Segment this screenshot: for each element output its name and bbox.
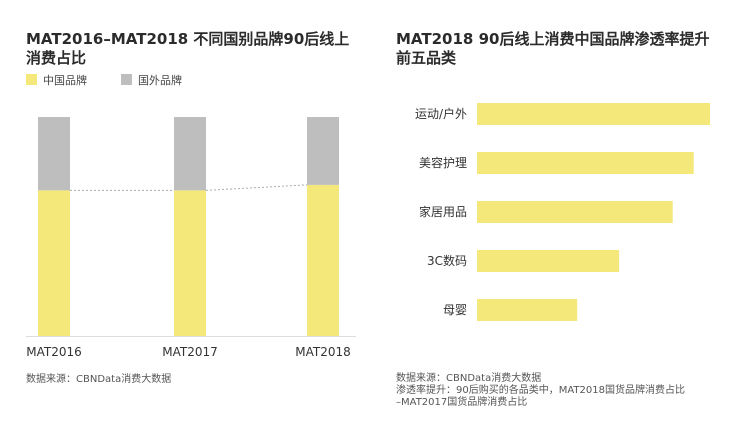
category-label: 家居用品: [419, 204, 467, 219]
bar-china: [38, 190, 70, 336]
category-label: 母婴: [443, 303, 467, 317]
left-source: 数据来源：CBNData消费大数据: [26, 374, 172, 385]
bar-china: [307, 184, 339, 336]
bar-category: [477, 299, 578, 321]
x-tick-label: MAT2018: [295, 345, 351, 359]
x-tick-label: MAT2016: [26, 345, 82, 359]
legend-swatch: [121, 74, 132, 85]
bar-foreign: [174, 117, 206, 191]
category-label: 运动/户外: [415, 106, 467, 121]
category-label: 美容护理: [419, 155, 467, 170]
category-label: 3C数码: [427, 253, 467, 268]
right-source: 数据来源：CBNData消费大数据: [396, 373, 542, 384]
bar-category: [477, 152, 694, 174]
right-chart-title: MAT2018 90后线上消费中国品牌渗透率提升前五品类: [396, 30, 710, 67]
x-tick-label: MAT2017: [162, 345, 218, 359]
bar-category: [477, 250, 620, 272]
legend-label: 国外品牌: [138, 74, 182, 87]
left-chart-title: MAT2016–MAT2018 不同国别品牌90后线上消费占比: [26, 30, 350, 67]
bar-china: [174, 190, 206, 336]
legend-label: 中国品牌: [43, 74, 87, 87]
bar-category: [477, 103, 710, 125]
left-legend: 中国品牌 国外品牌: [26, 72, 182, 88]
note-line: –MAT2017国货品牌消费占比: [396, 397, 528, 408]
connector-line: [205, 184, 308, 191]
bar-category: [477, 201, 673, 223]
note-line: 渗透率提升：90后购买的各品类中，MAT2018国货品牌消费占比: [396, 385, 685, 396]
legend-item-china: 中国品牌: [26, 72, 87, 88]
bar-foreign: [38, 117, 70, 191]
right-notes: 数据来源：CBNData消费大数据 渗透率提升：90后购买的各品类中，MAT20…: [396, 373, 685, 409]
legend-item-foreign: 国外品牌: [121, 72, 182, 88]
bar-foreign: [307, 117, 339, 185]
legend-swatch: [26, 74, 37, 85]
